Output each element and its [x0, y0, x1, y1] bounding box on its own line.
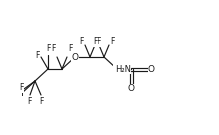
Text: F: F: [27, 97, 31, 106]
Text: O: O: [71, 53, 78, 62]
Text: F: F: [39, 97, 43, 106]
Text: O: O: [148, 65, 155, 73]
Text: F: F: [52, 44, 56, 53]
Text: F: F: [20, 84, 24, 92]
Text: I: I: [21, 88, 23, 98]
Text: F: F: [80, 38, 84, 46]
Text: F: F: [46, 44, 50, 53]
Text: S: S: [114, 64, 120, 74]
Text: F: F: [36, 50, 40, 60]
Text: F: F: [96, 38, 100, 46]
Text: F: F: [110, 38, 114, 46]
Text: F: F: [68, 44, 72, 53]
Text: O: O: [127, 84, 134, 93]
Text: H₂N: H₂N: [115, 65, 131, 73]
Text: F: F: [94, 38, 98, 46]
